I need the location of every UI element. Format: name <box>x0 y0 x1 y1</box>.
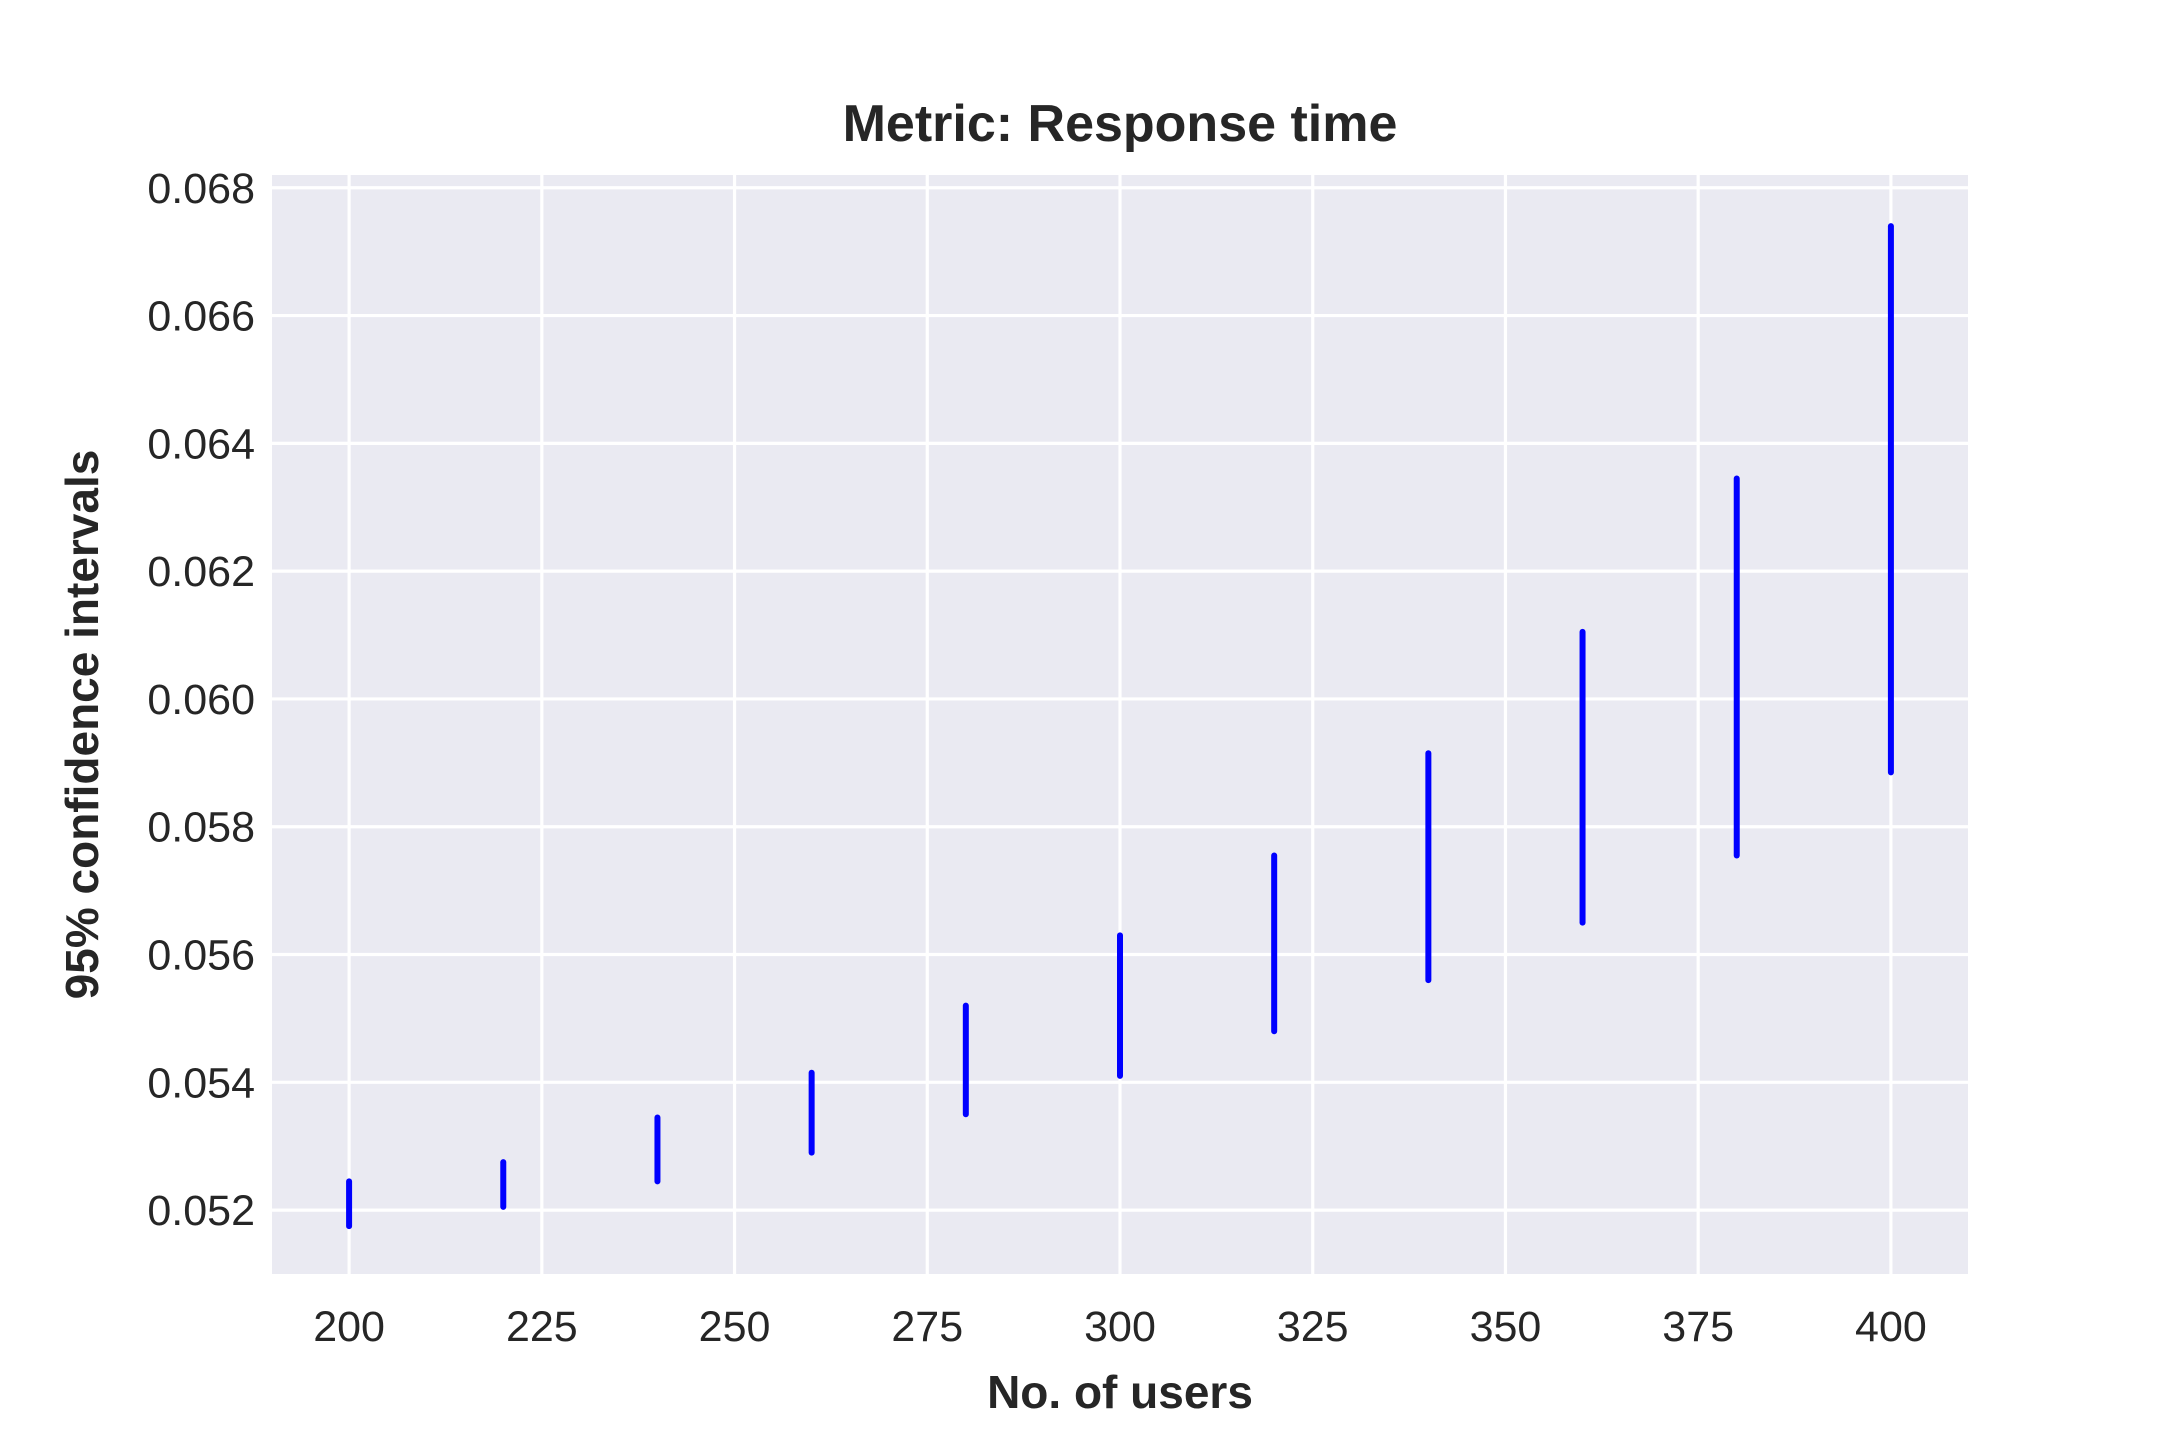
y-tick-label: 0.064 <box>147 420 255 468</box>
y-tick-label: 0.066 <box>147 293 255 341</box>
y-axis-ticks: 0.052 0.054 0.056 0.058 0.060 0.062 0.064 0.066… <box>147 165 255 1235</box>
x-tick-label: 375 <box>1662 1303 1734 1351</box>
x-axis-label: No. of users <box>987 1366 1253 1418</box>
x-axis-ticks: 200 225 250 275 300 325 350 375 400 <box>313 1303 1927 1351</box>
x-tick-label: 250 <box>699 1303 771 1351</box>
chart-title: Metric: Response time <box>843 95 1398 153</box>
y-axis-label: 95% confidence intervals <box>56 450 108 1000</box>
y-tick-label: 0.058 <box>147 804 255 852</box>
y-tick-label: 0.068 <box>147 165 255 213</box>
x-tick-label: 225 <box>506 1303 578 1351</box>
y-tick-label: 0.054 <box>147 1059 255 1107</box>
y-tick-label: 0.060 <box>147 676 255 724</box>
x-tick-label: 300 <box>1084 1303 1156 1351</box>
x-tick-label: 400 <box>1855 1303 1927 1351</box>
x-tick-label: 325 <box>1277 1303 1349 1351</box>
x-tick-label: 275 <box>891 1303 963 1351</box>
error-bars <box>346 223 1894 1230</box>
y-tick-label: 0.062 <box>147 548 255 596</box>
x-tick-label: 200 <box>313 1303 385 1351</box>
y-tick-label: 0.052 <box>147 1187 255 1235</box>
y-tick-label: 0.056 <box>147 932 255 980</box>
x-tick-label: 350 <box>1470 1303 1542 1351</box>
